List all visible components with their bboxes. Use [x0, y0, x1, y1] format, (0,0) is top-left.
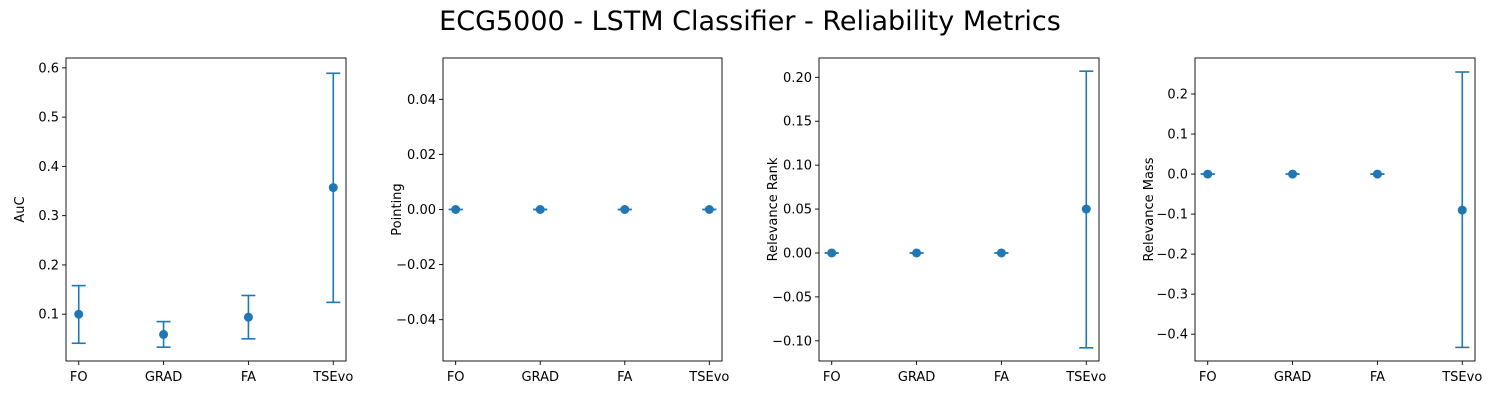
y-axis-label: Pointing	[390, 183, 405, 235]
subplot-4: −0.4 −0.3 −0.2 −0.1 0.0 0.1 0.2 FO GRAD FA TSEvo Re…	[1142, 57, 1482, 385]
subplot-3: −0.10 −0.05 0.00 0.05 0.10 0.15 0.20 FO GRAD FA TS…	[766, 57, 1106, 385]
subplot-2: −0.04 −0.02 0.00 0.02 0.04 FO GRAD FA TSEvo Point…	[390, 57, 729, 385]
y-tick-label: 0.00	[783, 246, 812, 261]
y-tick-label: 0.20	[783, 71, 812, 86]
y-tick-label: 0.4	[38, 160, 59, 175]
y-tick-label: 0.2	[38, 258, 59, 273]
x-tick-label: FO	[1199, 370, 1217, 385]
y-tick-label: 0.5	[38, 111, 59, 126]
data-point	[704, 205, 714, 214]
y-axis-label: Relevance Rank	[766, 157, 781, 261]
x-tick-label: TSEvo	[312, 370, 353, 385]
y-tick-label: 0.10	[783, 159, 812, 174]
x-tick-label: GRAD	[145, 370, 182, 385]
axes-frame	[1194, 57, 1476, 362]
y-tick-label: 0.04	[407, 93, 436, 108]
x-tick-label: FO	[823, 370, 841, 385]
y-tick-label: 0.15	[783, 115, 812, 130]
x-tick-label: FA	[241, 370, 256, 385]
data-point	[620, 205, 630, 214]
data-point	[1372, 169, 1382, 179]
x-tick-label: FA	[994, 370, 1009, 385]
x-tick-label: FO	[447, 370, 465, 385]
y-tick-label: 0.02	[407, 148, 436, 163]
data-point	[1081, 204, 1091, 214]
x-tick-label: FO	[70, 370, 88, 385]
data-point	[535, 205, 545, 214]
data-point	[1203, 169, 1213, 179]
y-tick-label: −0.3	[1156, 288, 1188, 303]
y-axis-label: AuC	[13, 196, 28, 222]
y-tick-label: 0.00	[407, 203, 436, 218]
x-tick-label: GRAD	[1274, 370, 1311, 385]
y-tick-label: −0.05	[772, 290, 812, 305]
data-point	[996, 248, 1006, 258]
data-point	[451, 205, 461, 214]
y-tick-label: 0.05	[783, 203, 812, 218]
y-tick-label: 0.3	[38, 209, 59, 224]
y-tick-label: −0.10	[772, 334, 812, 349]
data-point	[827, 248, 837, 258]
y-tick-label: −0.02	[396, 258, 436, 273]
figure-title: ECG5000 - LSTM Classifier - Reliability …	[439, 6, 1061, 37]
data-point	[1457, 205, 1467, 215]
y-tick-label: 0.6	[38, 61, 59, 76]
data-point	[159, 329, 169, 339]
data-point	[243, 312, 253, 322]
y-tick-label: 0.2	[1167, 88, 1188, 103]
y-tick-label: −0.1	[1156, 208, 1188, 223]
x-tick-label: TSEvo	[688, 370, 729, 385]
data-point	[912, 248, 922, 258]
axes-frame	[65, 57, 347, 362]
data-point	[74, 309, 84, 319]
x-tick-label: FA	[617, 370, 632, 385]
x-tick-label: GRAD	[898, 370, 935, 385]
y-tick-label: −0.2	[1156, 248, 1188, 263]
x-tick-label: GRAD	[521, 370, 558, 385]
x-tick-label: FA	[1370, 370, 1385, 385]
x-tick-label: TSEvo	[1441, 370, 1482, 385]
subplot-panels: 0.10.20.30.40.50.6FO GRAD FA TSEvoAuC−0.04−…	[13, 57, 1482, 385]
y-tick-label: 0.1	[38, 308, 59, 323]
data-point	[1288, 169, 1298, 179]
y-axis-label: Relevance Mass	[1142, 157, 1157, 261]
subplot-1: 0.1 0.2 0.3 0.4 0.5 0.6 FO GRAD FA TSEvo AuC	[13, 57, 353, 385]
y-tick-label: 0.0	[1167, 168, 1188, 183]
x-tick-label: TSEvo	[1065, 370, 1106, 385]
y-tick-label: −0.04	[396, 313, 436, 328]
y-tick-label: 0.1	[1167, 128, 1188, 143]
data-point	[328, 183, 338, 193]
y-tick-label: −0.4	[1156, 328, 1188, 343]
